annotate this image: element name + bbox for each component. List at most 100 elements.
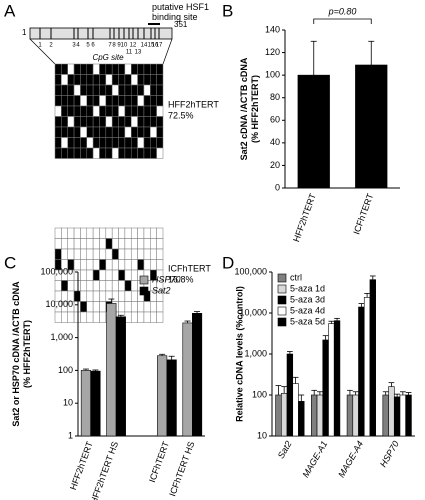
y-tick-label: 10 [257,430,267,440]
methylation-cell [80,238,88,250]
methylation-cell [80,105,88,117]
methylation-cell [73,227,81,239]
methylation-cell [105,126,113,138]
methylation-cell [150,238,157,250]
methylation-cell [99,84,107,96]
legend-label: 5-aza 3d [290,294,325,304]
methylation-cell [150,95,157,107]
methylation-cell [137,311,145,323]
methylation-cell [92,301,100,313]
y-tick-label: 1,000 [244,348,267,358]
methylation-cell [111,116,119,128]
methylation-cell [137,126,145,138]
methylation-cell [105,238,113,250]
methylation-cell [99,95,107,107]
methylation-cell [54,126,62,138]
bar [369,279,376,437]
methylation-cell [124,74,132,86]
methylation-cell [111,227,119,239]
methylation-cell [80,84,88,96]
methylation-cell [111,126,119,138]
methylation-cell [73,301,81,313]
bar [333,320,341,437]
methylation-cell [156,259,164,271]
methylation-cell [118,63,126,75]
methylation-cell [61,137,68,149]
methylation-cell [150,137,157,149]
methylation-cell [156,74,164,86]
methylation-cell [86,259,94,271]
bar [166,359,177,437]
cpg-label: 12 [130,43,137,49]
methylation-cell [150,147,157,159]
methylation-cell [92,269,100,281]
bar [292,383,299,437]
methylation-cell [130,259,138,271]
methylation-cell [105,63,113,75]
methylation-cell [111,105,119,117]
methylation-cell [156,63,164,75]
bar [363,297,371,437]
methylation-cell [143,74,151,86]
methylation-cell [130,311,138,323]
legend-swatch [139,275,149,285]
methylation-cell [61,147,68,159]
methylation-cell [150,116,157,128]
methylation-cell [73,311,81,323]
methylation-cell [61,311,68,323]
y-axis-label: Relative cDNA levels (%control) [234,286,244,422]
methylation-cell [67,126,75,138]
methylation-cell [118,248,126,260]
methylation-cell [111,84,119,96]
methylation-cell [67,227,75,239]
cpg-label: 6 [91,43,95,49]
methylation-cell [92,248,100,260]
methylation-cell [54,227,62,239]
methylation-cell [86,63,94,75]
legend-swatch [277,284,287,294]
methylation-cell [143,105,151,117]
methylation-cell [61,248,68,260]
cpg-label: 10 [121,43,128,49]
methylation-cell [124,259,132,271]
bar [297,74,330,189]
methylation-cell [124,105,132,117]
methylation-cell [124,290,132,302]
methylation-cell [124,137,132,149]
methylation-cell [156,126,164,138]
methylation-cell [92,137,100,149]
methylation-cell [124,238,132,250]
methylation-cell [105,116,113,128]
methylation-cell [92,74,100,86]
methylation-cell [156,137,164,149]
sample-name: HFF2hTERT [168,100,219,110]
methylation-cell [99,290,107,302]
legend-swatch [277,317,287,327]
methylation-cell [67,116,75,128]
methylation-cell [143,147,151,159]
methylation-cell [92,116,100,128]
methylation-cell [124,280,132,292]
y-label-line: Sat2 cDNA /ACTB cDNA [239,57,249,160]
bar [358,306,365,437]
methylation-cell [54,84,62,96]
y-tick-label: 120 [265,47,280,57]
methylation-cell [86,116,94,128]
methylation-cell [118,238,126,250]
y-tick-label: 0 [275,182,280,192]
methylation-cell [118,105,126,117]
methylation-cell [124,248,132,260]
methylation-cell [61,63,68,75]
methylation-cell [118,137,126,149]
methylation-cell [105,259,113,271]
methylation-cell [143,95,151,107]
methylation-cell [80,116,88,128]
cpg-axis-label: CpG site [92,53,124,62]
methylation-cell [80,259,88,271]
methylation-cell [130,238,138,250]
methylation-cell [137,238,145,250]
methylation-cell [67,147,75,159]
methylation-cell [92,290,100,302]
methylation-cell [80,290,88,302]
methylation-cell [61,238,68,250]
